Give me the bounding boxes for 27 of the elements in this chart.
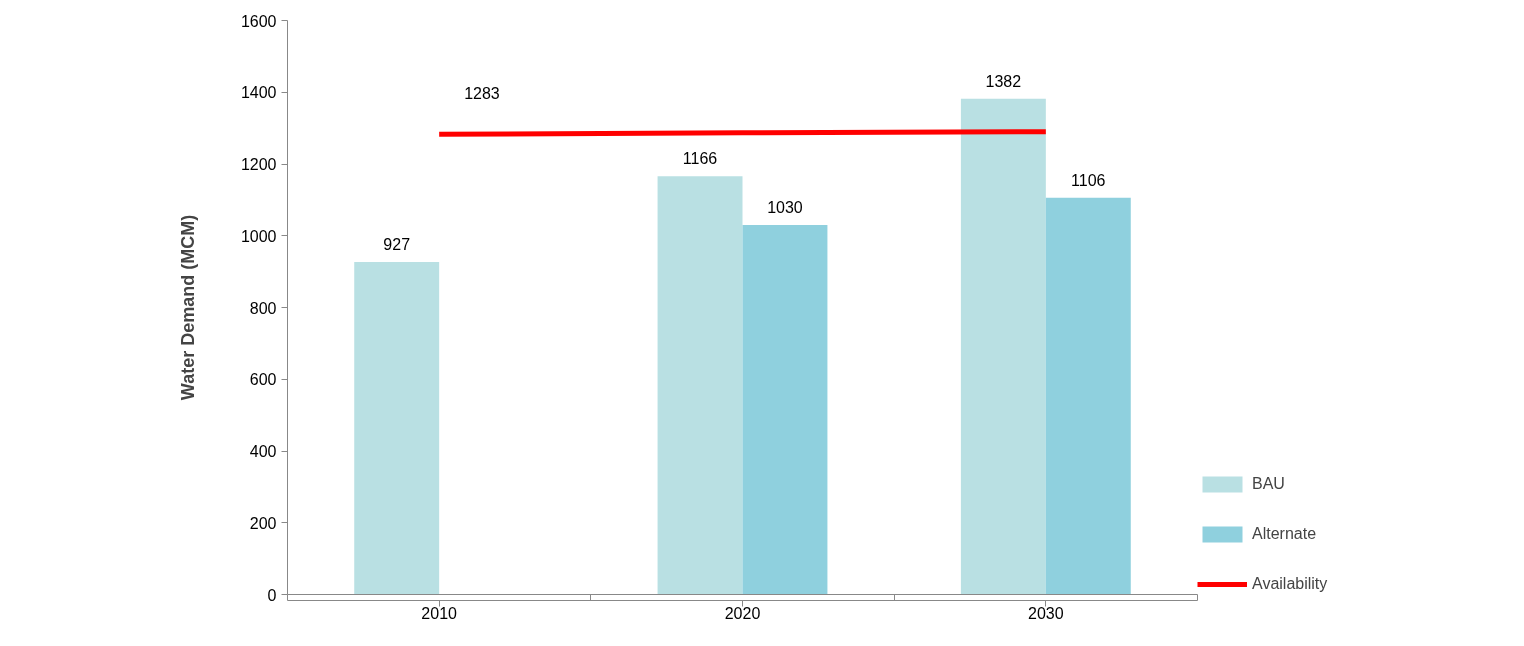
bar (742, 224, 828, 595)
y-tick-label: 1200 (240, 156, 277, 173)
legend-label: BAU (1252, 475, 1285, 493)
y-tick-label: 1400 (240, 84, 277, 102)
y-tick-label: 0 (267, 586, 277, 604)
y-tick-label: 1000 (240, 227, 277, 245)
data-label: 1166 (682, 150, 718, 168)
y-tick-label: 600 (249, 371, 277, 389)
x-tick-label: 2010 (421, 604, 458, 622)
data-label: 1106 (1071, 171, 1106, 189)
legend-label: Availability (1252, 575, 1328, 593)
data-label: 927 (383, 235, 411, 253)
y-tick-label: 800 (249, 299, 277, 317)
data-label: 1030 (767, 198, 803, 216)
x-tick-label: 2020 (724, 604, 761, 622)
data-label: 1382 (985, 72, 1022, 90)
y-tick-label: 400 (249, 443, 277, 460)
y-tick-label: 1600 (240, 12, 277, 30)
bar (657, 176, 743, 595)
bar (354, 261, 440, 595)
bar (960, 98, 1046, 595)
data-label: 1283 (464, 85, 500, 103)
x-tick-label: 2030 (1028, 604, 1064, 622)
bar (1045, 197, 1131, 595)
legend-label: Alternate (1252, 525, 1317, 543)
y-tick-label: 200 (249, 514, 277, 532)
y-axis-title: Water Demand (MCM) (177, 214, 198, 401)
